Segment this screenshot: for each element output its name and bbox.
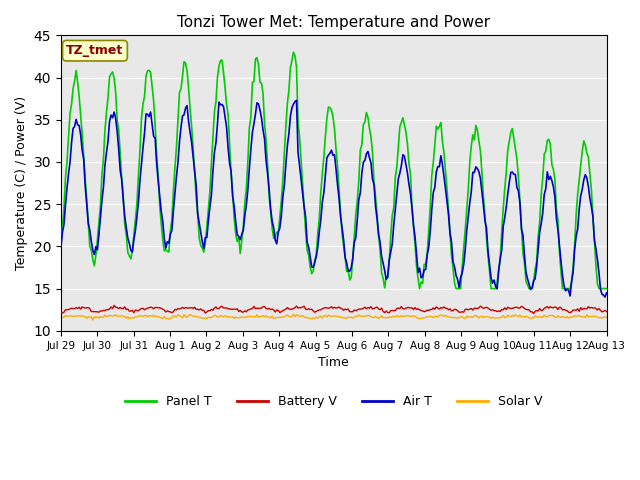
- Solar V: [575, 312, 583, 318]
- Legend: Panel T, Battery V, Air T, Solar V: Panel T, Battery V, Air T, Solar V: [120, 390, 548, 413]
- Panel T: [603, 286, 611, 291]
- Line: Panel T: Panel T: [61, 52, 607, 288]
- Solar V: [57, 315, 65, 321]
- Air T: [297, 177, 305, 182]
- Battery V: [125, 308, 133, 314]
- Panel T: [575, 177, 583, 183]
- Battery V: [110, 302, 118, 308]
- Panel T: [238, 237, 246, 243]
- Air T: [238, 231, 246, 237]
- Solar V: [248, 314, 256, 320]
- Line: Solar V: Solar V: [61, 314, 607, 320]
- Battery V: [575, 309, 583, 314]
- Battery V: [239, 309, 247, 315]
- Solar V: [125, 316, 133, 322]
- Battery V: [248, 306, 256, 312]
- Line: Battery V: Battery V: [61, 305, 607, 313]
- X-axis label: Time: Time: [318, 356, 349, 369]
- Battery V: [221, 305, 229, 311]
- Battery V: [530, 311, 538, 316]
- Air T: [220, 104, 227, 109]
- Air T: [603, 290, 611, 296]
- Panel T: [220, 70, 227, 76]
- Y-axis label: Temperature (C) / Power (V): Temperature (C) / Power (V): [15, 96, 28, 270]
- Solar V: [299, 312, 307, 318]
- Solar V: [89, 317, 97, 323]
- Panel T: [57, 240, 65, 246]
- Panel T: [416, 286, 424, 291]
- Panel T: [124, 250, 132, 255]
- Panel T: [247, 114, 255, 120]
- Panel T: [297, 157, 305, 163]
- Solar V: [290, 312, 298, 317]
- Air T: [292, 97, 300, 103]
- Panel T: [290, 49, 298, 55]
- Battery V: [57, 309, 65, 315]
- Air T: [247, 146, 255, 152]
- Battery V: [297, 305, 305, 311]
- Title: Tonzi Tower Met: Temperature and Power: Tonzi Tower Met: Temperature and Power: [177, 15, 490, 30]
- Line: Air T: Air T: [61, 100, 607, 297]
- Battery V: [603, 309, 611, 314]
- Air T: [124, 235, 132, 241]
- Solar V: [239, 314, 247, 320]
- Air T: [57, 245, 65, 251]
- Text: TZ_tmet: TZ_tmet: [67, 44, 124, 57]
- Air T: [574, 226, 582, 232]
- Air T: [601, 294, 609, 300]
- Solar V: [603, 314, 611, 320]
- Solar V: [221, 313, 229, 319]
